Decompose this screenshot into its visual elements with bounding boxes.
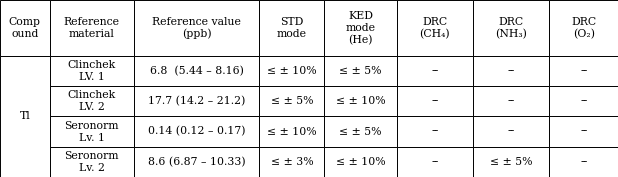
Text: --: -- xyxy=(507,66,515,76)
Bar xyxy=(49,86,133,116)
Bar xyxy=(473,147,549,177)
Text: ≤ ± 10%: ≤ ± 10% xyxy=(267,66,316,76)
Text: KED
mode
(He): KED mode (He) xyxy=(345,11,376,45)
Text: ≤ ± 5%: ≤ ± 5% xyxy=(339,127,382,136)
Bar xyxy=(397,56,473,86)
Text: DRC
(O₂): DRC (O₂) xyxy=(571,17,596,39)
Bar xyxy=(260,86,324,116)
Bar xyxy=(397,86,473,116)
Text: ≤ ± 5%: ≤ ± 5% xyxy=(490,157,533,167)
Bar xyxy=(473,0,549,56)
Text: ≤ ± 10%: ≤ ± 10% xyxy=(267,127,316,136)
Bar xyxy=(324,147,397,177)
Bar xyxy=(0,56,49,177)
Text: --: -- xyxy=(431,96,439,106)
Bar xyxy=(324,86,397,116)
Bar xyxy=(49,147,133,177)
Text: 6.8  (5.44 – 8.16): 6.8 (5.44 – 8.16) xyxy=(150,66,243,76)
Text: --: -- xyxy=(507,127,515,136)
Text: --: -- xyxy=(580,157,587,167)
Text: Clinchek
LV. 1: Clinchek LV. 1 xyxy=(67,60,116,82)
Bar xyxy=(473,56,549,86)
Text: ≤ ± 3%: ≤ ± 3% xyxy=(271,157,313,167)
Bar xyxy=(549,86,618,116)
Text: ≤ ± 5%: ≤ ± 5% xyxy=(339,66,382,76)
Text: 0.14 (0.12 – 0.17): 0.14 (0.12 – 0.17) xyxy=(148,126,245,137)
Bar xyxy=(260,56,324,86)
Text: Reference
material: Reference material xyxy=(64,17,119,39)
Bar xyxy=(133,0,260,56)
Bar xyxy=(260,116,324,147)
Text: --: -- xyxy=(431,157,439,167)
Bar xyxy=(49,116,133,147)
Text: --: -- xyxy=(580,127,587,136)
Bar xyxy=(260,0,324,56)
Text: Tl: Tl xyxy=(19,111,30,121)
Bar xyxy=(0,0,49,56)
Bar xyxy=(549,147,618,177)
Bar xyxy=(324,116,397,147)
Text: 8.6 (6.87 – 10.33): 8.6 (6.87 – 10.33) xyxy=(148,157,245,167)
Bar xyxy=(260,147,324,177)
Bar xyxy=(397,147,473,177)
Bar xyxy=(549,116,618,147)
Text: Reference value
(ppb): Reference value (ppb) xyxy=(152,16,241,39)
Text: ≤ ± 10%: ≤ ± 10% xyxy=(336,96,385,106)
Bar xyxy=(133,147,260,177)
Text: ≤ ± 10%: ≤ ± 10% xyxy=(336,157,385,167)
Text: --: -- xyxy=(431,127,439,136)
Bar xyxy=(49,56,133,86)
Text: DRC
(CH₄): DRC (CH₄) xyxy=(420,17,450,39)
Text: ≤ ± 5%: ≤ ± 5% xyxy=(271,96,313,106)
Bar xyxy=(133,86,260,116)
Bar xyxy=(49,0,133,56)
Bar xyxy=(473,116,549,147)
Text: STD
mode: STD mode xyxy=(277,17,307,39)
Bar xyxy=(324,0,397,56)
Bar xyxy=(397,116,473,147)
Bar xyxy=(397,0,473,56)
Bar xyxy=(473,86,549,116)
Text: --: -- xyxy=(507,96,515,106)
Bar xyxy=(324,56,397,86)
Text: --: -- xyxy=(580,96,587,106)
Text: --: -- xyxy=(580,66,587,76)
Bar xyxy=(549,56,618,86)
Text: Seronorm
Lv. 1: Seronorm Lv. 1 xyxy=(64,121,119,142)
Bar xyxy=(133,116,260,147)
Bar xyxy=(549,0,618,56)
Text: Comp
ound: Comp ound xyxy=(9,17,41,39)
Text: Seronorm
Lv. 2: Seronorm Lv. 2 xyxy=(64,151,119,173)
Text: --: -- xyxy=(431,66,439,76)
Text: 17.7 (14.2 – 21.2): 17.7 (14.2 – 21.2) xyxy=(148,96,245,106)
Text: DRC
(NH₃): DRC (NH₃) xyxy=(495,17,527,39)
Bar xyxy=(133,56,260,86)
Text: Clinchek
LV. 2: Clinchek LV. 2 xyxy=(67,90,116,112)
